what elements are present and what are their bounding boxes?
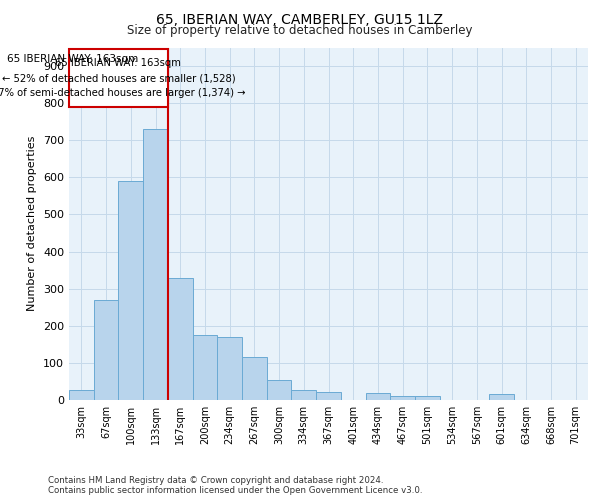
Text: 65 IBERIAN WAY: 163sqm
← 52% of detached houses are smaller (1,528)
47% of semi-: 65 IBERIAN WAY: 163sqm ← 52% of detached… bbox=[0, 58, 245, 98]
Text: 65 IBERIAN WAY: 163sqm: 65 IBERIAN WAY: 163sqm bbox=[7, 54, 139, 64]
Bar bbox=[168, 278, 193, 400]
Text: Contains HM Land Registry data © Crown copyright and database right 2024.
Contai: Contains HM Land Registry data © Crown c… bbox=[48, 476, 422, 495]
Bar bbox=[365, 392, 390, 400]
Bar bbox=[217, 337, 242, 400]
Bar bbox=[143, 129, 168, 400]
FancyBboxPatch shape bbox=[69, 50, 168, 107]
Bar bbox=[292, 390, 316, 400]
Bar bbox=[242, 358, 267, 400]
Bar bbox=[415, 396, 440, 400]
Bar bbox=[390, 396, 415, 400]
Bar bbox=[193, 335, 217, 400]
Bar bbox=[69, 390, 94, 400]
Text: Size of property relative to detached houses in Camberley: Size of property relative to detached ho… bbox=[127, 24, 473, 37]
Text: 65, IBERIAN WAY, CAMBERLEY, GU15 1LZ: 65, IBERIAN WAY, CAMBERLEY, GU15 1LZ bbox=[157, 12, 443, 26]
Bar bbox=[94, 300, 118, 400]
Bar bbox=[489, 394, 514, 400]
Bar bbox=[316, 392, 341, 400]
Bar bbox=[118, 181, 143, 400]
Bar bbox=[267, 380, 292, 400]
Y-axis label: Number of detached properties: Number of detached properties bbox=[28, 136, 37, 312]
